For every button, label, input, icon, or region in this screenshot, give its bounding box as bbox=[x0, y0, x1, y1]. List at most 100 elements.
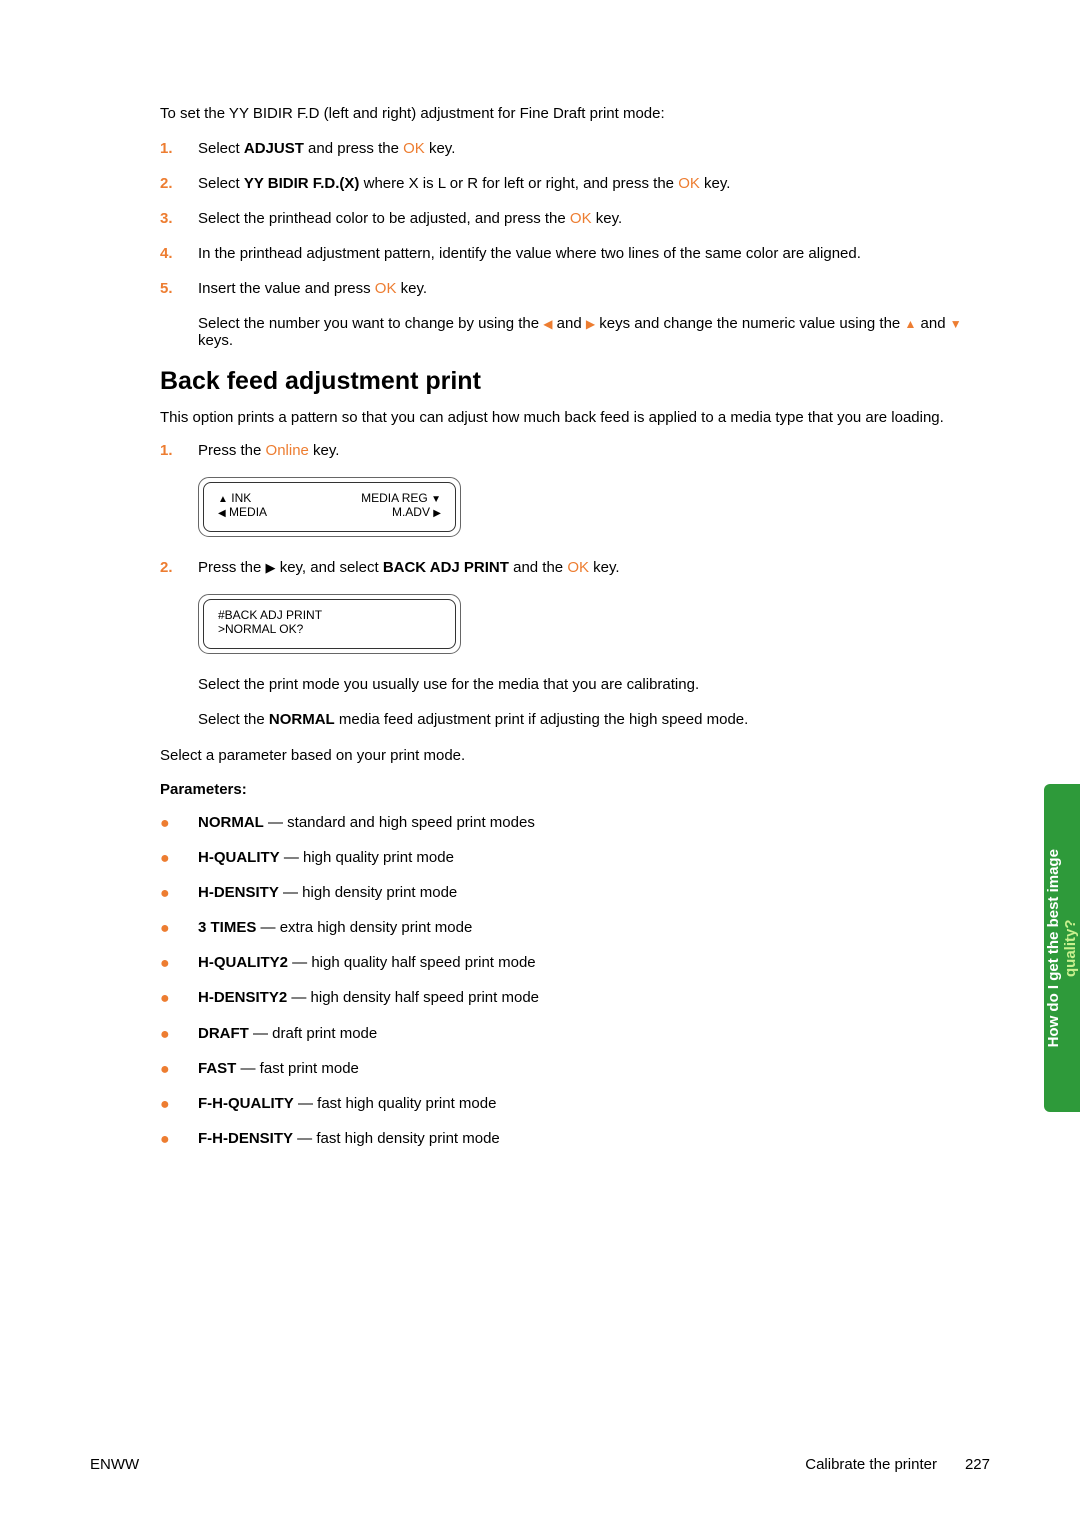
t: key. bbox=[592, 210, 623, 227]
step-body: Press the ▶ key, and select BACK ADJ PRI… bbox=[198, 559, 990, 576]
t: and press the bbox=[304, 140, 403, 157]
param-item: ●H-DENSITY2 — high density half speed pr… bbox=[160, 989, 990, 1008]
footer-page-number: 227 bbox=[965, 1456, 990, 1473]
bullet-icon: ● bbox=[160, 989, 198, 1008]
ok-key: OK bbox=[678, 175, 700, 192]
calibration-note-1: Select the print mode you usually use fo… bbox=[160, 676, 990, 693]
param-item: ●F-H-QUALITY — fast high quality print m… bbox=[160, 1095, 990, 1114]
calibration-note-2: Select the NORMAL media feed adjustment … bbox=[160, 711, 990, 728]
step-num: 1. bbox=[160, 140, 198, 157]
step-3: 3. Select the printhead color to be adju… bbox=[160, 210, 990, 227]
t: — extra high density print mode bbox=[256, 919, 472, 936]
footer-section: Calibrate the printer bbox=[805, 1456, 937, 1473]
lcd-line: >NORMAL OK? bbox=[218, 622, 441, 636]
parameters-label: Parameters: bbox=[160, 781, 990, 798]
t: F-H-QUALITY bbox=[198, 1095, 294, 1112]
up-triangle-icon: ▲ bbox=[218, 494, 228, 505]
t: and bbox=[552, 315, 585, 332]
parameters-list: ●NORMAL — standard and high speed print … bbox=[160, 814, 990, 1150]
setup-steps: 1. Select ADJUST and press the OK key. 2… bbox=[160, 140, 990, 297]
t: Select bbox=[198, 175, 244, 192]
step-1: 1. Select ADJUST and press the OK key. bbox=[160, 140, 990, 157]
ok-key: OK bbox=[567, 559, 589, 576]
t: MEDIA REG bbox=[361, 491, 431, 505]
t: Select the printhead color to be adjuste… bbox=[198, 210, 570, 227]
bullet-icon: ● bbox=[160, 1130, 198, 1149]
t: F-H-DENSITY bbox=[198, 1130, 293, 1147]
t: where X is L or R for left or right, and… bbox=[359, 175, 678, 192]
t: M.ADV bbox=[392, 505, 433, 519]
t: Press the bbox=[198, 559, 266, 576]
t: DRAFT bbox=[198, 1025, 249, 1042]
lcd-display-1: ▲ INK MEDIA REG ▼ ◀ MEDIA M.ADV ▶ bbox=[160, 477, 990, 537]
side-tab[interactable]: How do I get the best image quality? bbox=[1044, 784, 1080, 1112]
step-body: Select YY BIDIR F.D.(X) where X is L or … bbox=[198, 175, 990, 192]
down-triangle-icon: ▼ bbox=[431, 494, 441, 505]
t: Select the bbox=[198, 711, 269, 728]
page-footer: ENWW Calibrate the printer 227 bbox=[90, 1456, 990, 1473]
t: — draft print mode bbox=[249, 1025, 377, 1042]
t: key. bbox=[309, 442, 340, 459]
bullet-icon: ● bbox=[160, 1060, 198, 1079]
t: and bbox=[916, 315, 949, 332]
left-triangle-icon: ◀ bbox=[218, 508, 226, 519]
param-item: ●DRAFT — draft print mode bbox=[160, 1025, 990, 1044]
back-step-2: 2. Press the ▶ key, and select BACK ADJ … bbox=[160, 559, 990, 576]
down-arrow-icon: ▼ bbox=[950, 317, 962, 331]
t: NORMAL bbox=[198, 814, 264, 831]
t: ADJUST bbox=[244, 140, 304, 157]
param-item: ●3 TIMES — extra high density print mode bbox=[160, 919, 990, 938]
t: — fast high density print mode bbox=[293, 1130, 500, 1147]
t: and the bbox=[509, 559, 567, 576]
bullet-icon: ● bbox=[160, 919, 198, 938]
bullet-icon: ● bbox=[160, 1095, 198, 1114]
bullet-icon: ● bbox=[160, 954, 198, 973]
t: INK bbox=[228, 491, 251, 505]
step-num: 2. bbox=[160, 175, 198, 192]
step-num: 1. bbox=[160, 442, 198, 459]
t: MEDIA bbox=[226, 505, 267, 519]
step-body: Select the printhead color to be adjuste… bbox=[198, 210, 990, 227]
t: H-QUALITY2 bbox=[198, 954, 288, 971]
right-arrow-icon: ▶ bbox=[266, 560, 276, 575]
step-body: Select ADJUST and press the OK key. bbox=[198, 140, 990, 157]
t: key. bbox=[589, 559, 620, 576]
ok-key: OK bbox=[570, 210, 592, 227]
t: FAST bbox=[198, 1060, 236, 1077]
t: Insert the value and press bbox=[198, 280, 375, 297]
step-2: 2. Select YY BIDIR F.D.(X) where X is L … bbox=[160, 175, 990, 192]
backfeed-steps: 1. Press the Online key. bbox=[160, 442, 990, 459]
step-body: In the printhead adjustment pattern, ide… bbox=[198, 245, 990, 262]
t: media feed adjustment print if adjusting… bbox=[335, 711, 749, 728]
ok-key: OK bbox=[403, 140, 425, 157]
t: NORMAL bbox=[269, 711, 335, 728]
t: — fast print mode bbox=[236, 1060, 359, 1077]
select-param: Select a parameter based on your print m… bbox=[160, 746, 990, 766]
t: key. bbox=[425, 140, 456, 157]
t: Press the bbox=[198, 442, 266, 459]
t: Select the number you want to change by … bbox=[198, 315, 543, 332]
t: key, and select bbox=[276, 559, 383, 576]
t: — high density half speed print mode bbox=[287, 989, 539, 1006]
param-item: ●H-QUALITY2 — high quality half speed pr… bbox=[160, 954, 990, 973]
right-arrow-icon: ▶ bbox=[586, 317, 595, 331]
step-5-sub: Select the number you want to change by … bbox=[160, 315, 990, 349]
t: How do I get the best image bbox=[1045, 849, 1062, 1047]
param-item: ●H-QUALITY — high quality print mode bbox=[160, 849, 990, 868]
t: YY BIDIR F.D.(X) bbox=[244, 175, 360, 192]
step-num: 3. bbox=[160, 210, 198, 227]
t: — high quality half speed print mode bbox=[288, 954, 536, 971]
t: quality? bbox=[1062, 919, 1079, 977]
bullet-icon: ● bbox=[160, 814, 198, 833]
t: key. bbox=[396, 280, 427, 297]
section-heading: Back feed adjustment print bbox=[160, 367, 990, 396]
param-item: ●H-DENSITY — high density print mode bbox=[160, 884, 990, 903]
backfeed-steps-cont: 2. Press the ▶ key, and select BACK ADJ … bbox=[160, 559, 990, 576]
step-body: Press the Online key. bbox=[198, 442, 990, 459]
lcd-display-2: #BACK ADJ PRINT >NORMAL OK? bbox=[160, 594, 990, 654]
t: — high density print mode bbox=[279, 884, 457, 901]
footer-left: ENWW bbox=[90, 1456, 139, 1473]
online-key: Online bbox=[266, 442, 309, 459]
t: — fast high quality print mode bbox=[294, 1095, 497, 1112]
t: keys and change the numeric value using … bbox=[595, 315, 904, 332]
